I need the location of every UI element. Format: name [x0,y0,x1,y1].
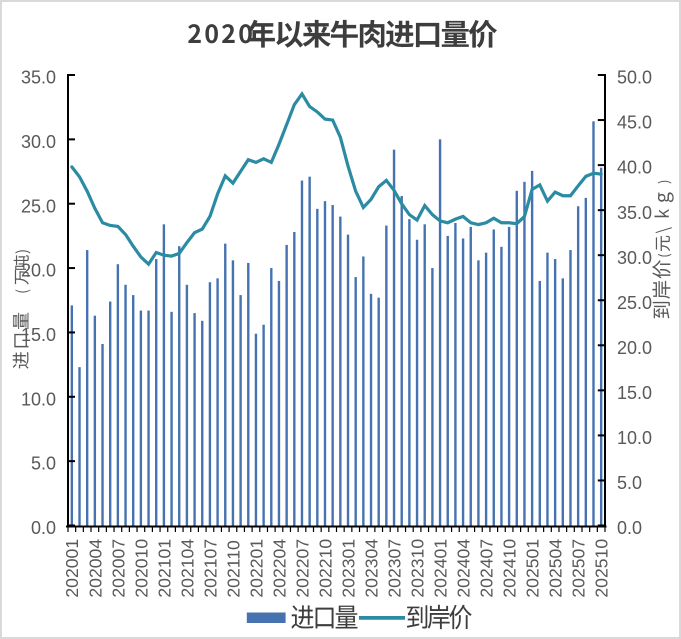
svg-text:202101: 202101 [154,539,174,598]
svg-text:202110: 202110 [223,540,243,598]
svg-text:25.0: 25.0 [21,196,56,216]
svg-text:202204: 202204 [269,539,289,598]
svg-text:202404: 202404 [453,539,473,598]
svg-text:40.0: 40.0 [617,158,652,178]
svg-text:10.0: 10.0 [617,428,652,448]
svg-text:202207: 202207 [292,539,312,598]
svg-text:202307: 202307 [384,539,404,598]
svg-text:202304: 202304 [361,539,381,598]
svg-text:202104: 202104 [177,539,197,598]
svg-text:5.0: 5.0 [617,473,642,493]
svg-text:202510: 202510 [592,539,612,598]
svg-text:202010: 202010 [131,539,151,598]
svg-text:202401: 202401 [430,539,450,598]
svg-text:15.0: 15.0 [617,383,652,403]
svg-text:10.0: 10.0 [21,389,56,409]
svg-text:0.0: 0.0 [617,518,642,538]
svg-text:30.0: 30.0 [21,132,56,152]
svg-text:30.0: 30.0 [617,248,652,268]
svg-text:202507: 202507 [569,539,589,598]
svg-text:15.0: 15.0 [21,325,56,345]
svg-text:202210: 202210 [315,539,335,598]
svg-text:202310: 202310 [407,539,427,598]
svg-text:20.0: 20.0 [617,338,652,358]
svg-text:35.0: 35.0 [21,68,56,88]
svg-text:0.0: 0.0 [31,518,56,538]
svg-text:35.0: 35.0 [617,203,652,223]
svg-text:202007: 202007 [108,539,128,598]
svg-text:202301: 202301 [338,539,358,598]
svg-text:25.0: 25.0 [617,293,652,313]
svg-text:202004: 202004 [85,539,105,598]
svg-text:202107: 202107 [200,539,220,598]
svg-text:20.0: 20.0 [21,261,56,281]
svg-text:202501: 202501 [523,539,543,598]
svg-text:202407: 202407 [476,539,496,598]
svg-text:202504: 202504 [546,539,566,598]
svg-text:5.0: 5.0 [31,454,56,474]
svg-text:202001: 202001 [62,539,82,598]
svg-text:45.0: 45.0 [617,113,652,133]
svg-text:202410: 202410 [500,539,520,598]
svg-text:202201: 202201 [246,539,266,598]
svg-text:50.0: 50.0 [617,68,652,88]
